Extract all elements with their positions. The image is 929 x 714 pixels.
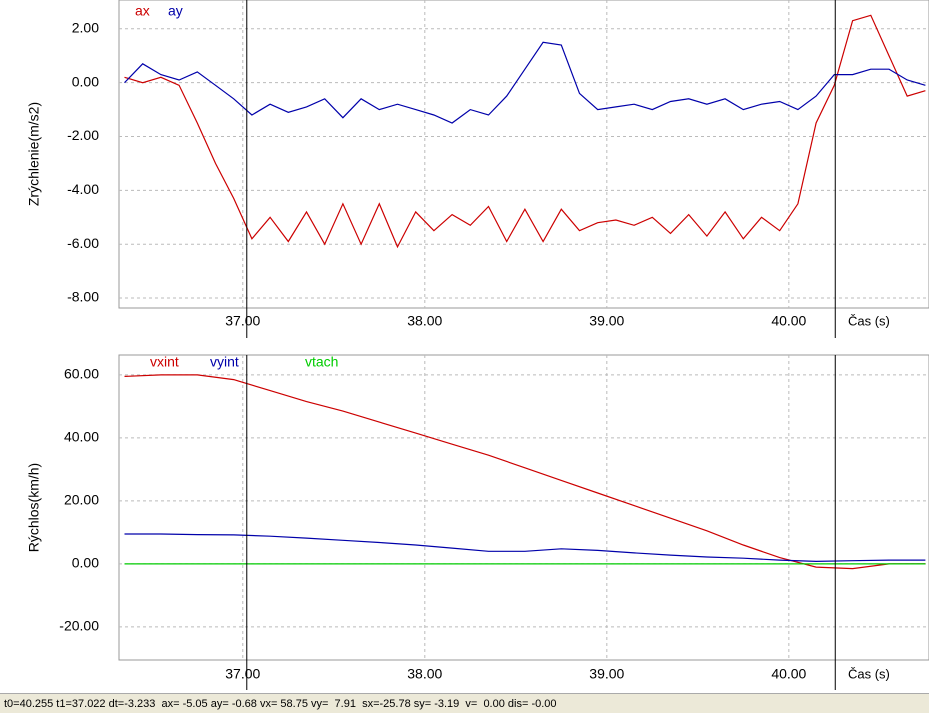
y-tick-label: -20.00 [59, 618, 99, 634]
legend-entry: ax [135, 3, 150, 19]
x-tick-label: 40.00 [771, 313, 806, 329]
x-tick-label: 39.00 [589, 666, 624, 682]
legend-entry: vtach [305, 354, 338, 370]
x-axis-title: Čas (s) [848, 666, 890, 681]
x-tick-label: 38.00 [407, 666, 442, 682]
x-tick-label: 37.00 [225, 313, 260, 329]
x-tick-label: 40.00 [771, 666, 806, 682]
plot-area [118, 354, 929, 661]
legend-entry: vyint [210, 354, 239, 370]
legend-entry: ay [168, 3, 183, 19]
charts: 2.00 0.00 -2.00 -4.00 -6.00 -8.00 37.00 38.00 39… [26, 0, 929, 690]
y-tick-label: 20.00 [64, 492, 99, 508]
line-series [124, 533, 926, 563]
line-series [124, 14, 926, 249]
y-tick-label: 60.00 [64, 366, 99, 382]
y-tick-label: 40.00 [64, 429, 99, 445]
y-tick-label: 2.00 [72, 20, 99, 36]
y-tick-label: -8.00 [67, 289, 99, 305]
y-tick-label: -2.00 [67, 127, 99, 143]
x-tick-label: 38.00 [407, 313, 442, 329]
x-axis-title: Čas (s) [848, 313, 890, 328]
x-tick-label: 39.00 [589, 313, 624, 329]
plot-area [118, 0, 929, 309]
y-axis-title: Rýchlos(km/h) [26, 463, 42, 552]
y-tick-label: 0.00 [72, 555, 99, 571]
y-tick-label: -4.00 [67, 181, 99, 197]
status-bar: t0=40.255 t1=37.022 dt=-3.233 ax= -5.05 … [0, 693, 929, 713]
y-tick-label: 0.00 [72, 73, 99, 89]
line-series [124, 41, 926, 124]
legend-entry: vxint [150, 354, 179, 370]
y-tick-label: -6.00 [67, 235, 99, 251]
x-tick-label: 37.00 [225, 666, 260, 682]
y-axis-title: Zrýchlenie(m/s2) [26, 102, 42, 206]
